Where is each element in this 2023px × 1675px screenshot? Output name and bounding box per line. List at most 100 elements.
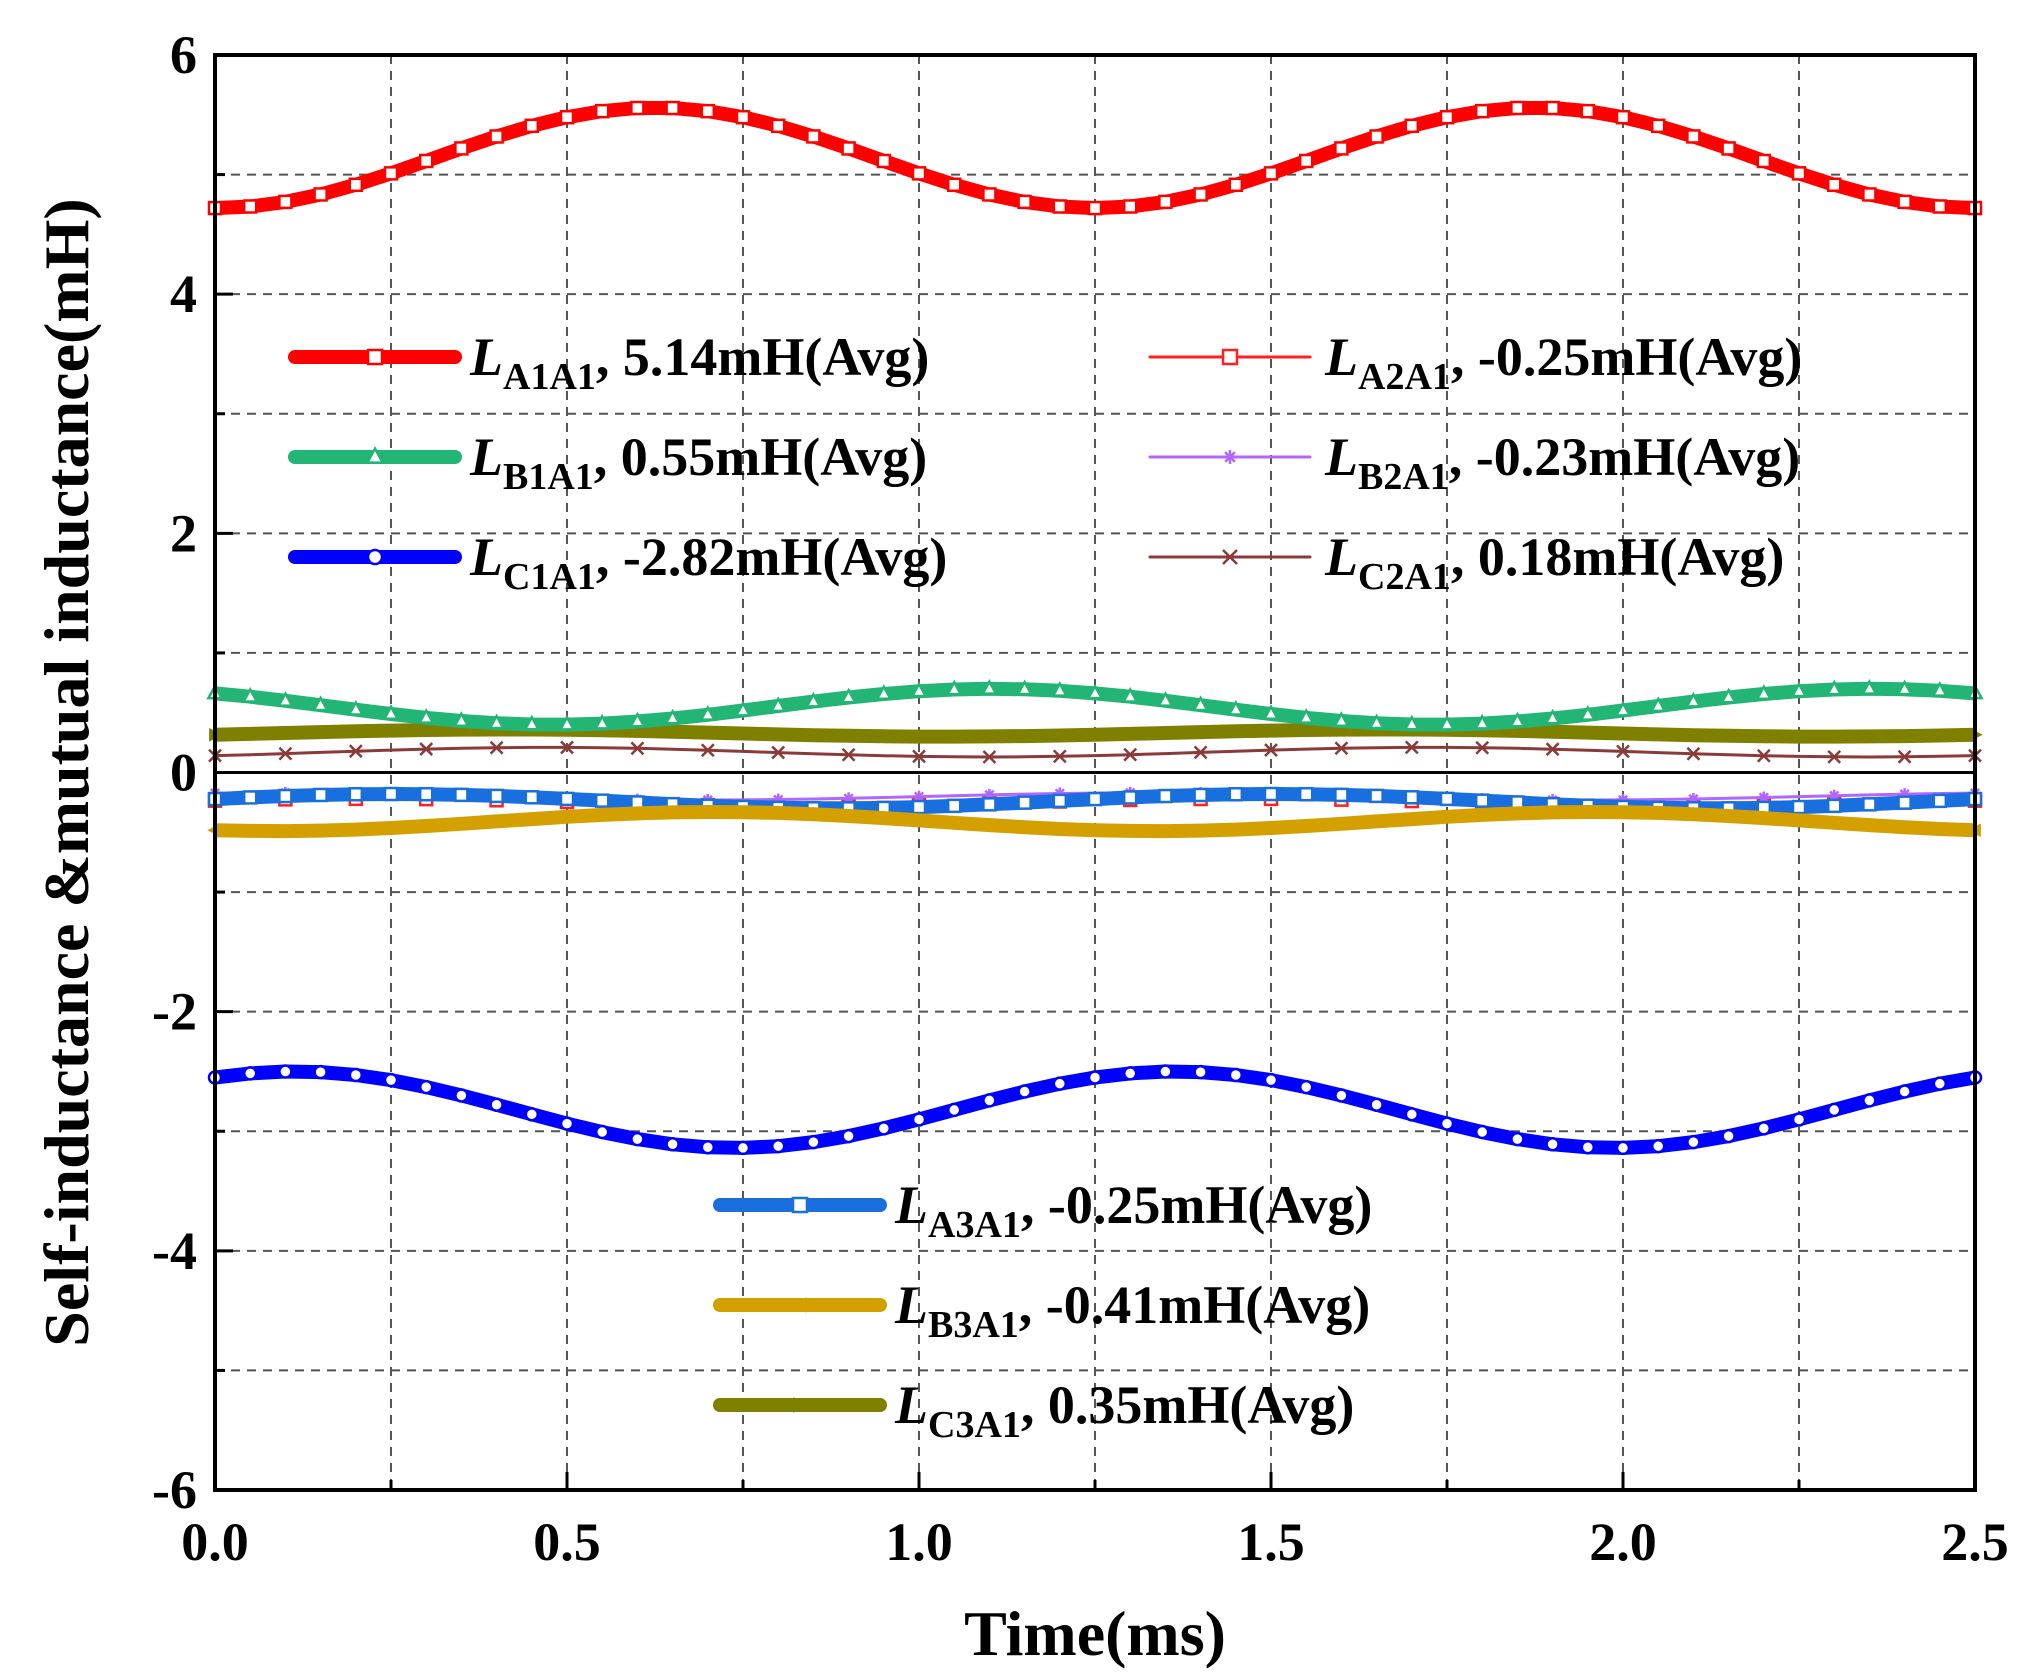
marker-stroke bbox=[1758, 792, 1769, 803]
point-LC3A1 bbox=[772, 727, 786, 742]
point-LC2A1 bbox=[560, 740, 574, 755]
point-LB1A1 bbox=[1473, 713, 1491, 730]
point-LC1A1 bbox=[1756, 1121, 1772, 1136]
point-LB3A1 bbox=[488, 814, 503, 829]
point-LC2A1 bbox=[348, 744, 363, 759]
point-LA1A1 bbox=[700, 103, 716, 119]
point-LB3A1 bbox=[1192, 823, 1207, 838]
point-LC2A1 bbox=[1897, 749, 1912, 764]
point-LC1A1 bbox=[1826, 1102, 1842, 1118]
point-LC2A1 bbox=[1404, 740, 1419, 755]
point-LC1A1 bbox=[383, 1072, 399, 1088]
point-LC1A1 bbox=[1439, 1116, 1455, 1131]
legend-swatch-marker bbox=[791, 1196, 809, 1214]
point-LA1A1 bbox=[1826, 177, 1842, 193]
point-LC3A1 bbox=[1581, 725, 1596, 740]
point-LB3A1 bbox=[876, 811, 890, 825]
point-LB3A1 bbox=[1263, 821, 1277, 835]
point-LC2A1 bbox=[771, 745, 786, 760]
marker-stroke bbox=[1475, 740, 1490, 755]
point-LB3A1 bbox=[1650, 806, 1665, 820]
legend-label-LB2A1: LB2A1, -0.23mH(Avg) bbox=[1324, 427, 1800, 498]
point-LA3A1 bbox=[418, 786, 434, 802]
legend-label-LB1A1: LB1A1, 0.55mH(Avg) bbox=[469, 427, 927, 498]
legend-symbol: L bbox=[894, 1275, 928, 1335]
x-tick-label: 0.0 bbox=[181, 1512, 249, 1572]
point-LA1A1 bbox=[1439, 109, 1455, 125]
marker-stroke bbox=[1897, 749, 1912, 764]
point-LA1A1 bbox=[1545, 100, 1560, 116]
x-tick-label: 2.0 bbox=[1589, 1512, 1657, 1572]
legend-label-LA1A1: LA1A1, 5.14mH(Avg) bbox=[469, 327, 929, 398]
point-LA1A1 bbox=[1932, 199, 1948, 214]
point-LC3A1 bbox=[1089, 727, 1103, 742]
y-tick-labels: -6 -4 -2 0 2 4 6 bbox=[152, 25, 197, 1520]
point-LC3A1 bbox=[1546, 724, 1561, 739]
point-LC3A1 bbox=[913, 729, 927, 744]
point-LA3A1 bbox=[1263, 786, 1279, 802]
y-tick-label: 4 bbox=[170, 264, 197, 324]
point-LC1A1 bbox=[524, 1107, 540, 1122]
point-LB3A1 bbox=[1720, 809, 1735, 823]
marker-stroke bbox=[348, 744, 363, 759]
point-LA1A1 bbox=[1369, 129, 1384, 144]
point-LA3A1 bbox=[348, 787, 364, 802]
point-LB3A1 bbox=[1228, 822, 1242, 837]
point-LB1A1 bbox=[1367, 713, 1386, 730]
point-LB1A1 bbox=[417, 708, 435, 724]
point-LC2A1 bbox=[1475, 740, 1490, 755]
point-LA1A1 bbox=[383, 166, 399, 181]
marker-stroke bbox=[1123, 747, 1138, 762]
point-LC3A1 bbox=[1757, 729, 1772, 744]
point-LC3A1 bbox=[244, 727, 258, 741]
point-LB3A1 bbox=[1404, 812, 1418, 826]
point-LC3A1 bbox=[807, 728, 822, 742]
point-LB1A1 bbox=[1086, 683, 1104, 700]
point-LC1A1 bbox=[806, 1134, 821, 1150]
point-LB1A1 bbox=[734, 700, 752, 717]
y-tick-label: -2 bbox=[152, 982, 197, 1042]
series-LC1A1 bbox=[207, 1064, 1983, 1156]
point-LB3A1 bbox=[1932, 822, 1946, 836]
point-LA1A1 bbox=[806, 129, 821, 144]
marker-stroke bbox=[1224, 451, 1236, 463]
x-tick-label: 1.0 bbox=[885, 1512, 953, 1572]
point-LC2A1 bbox=[278, 746, 293, 761]
point-LB1A1 bbox=[1438, 714, 1456, 731]
point-LA1A1 bbox=[242, 199, 258, 214]
legend-value: , -0.25mH(Avg) bbox=[1021, 1175, 1372, 1235]
y-tick-label: -6 bbox=[152, 1460, 197, 1520]
marker-stroke bbox=[1222, 549, 1238, 565]
marker-stroke bbox=[278, 746, 293, 761]
point-LB1A1 bbox=[628, 711, 647, 728]
point-LC1A1 bbox=[1404, 1107, 1420, 1122]
point-LB1A1 bbox=[241, 686, 259, 703]
point-LB3A1 bbox=[1333, 817, 1348, 831]
point-LC3A1 bbox=[1933, 728, 1948, 743]
marker-stroke bbox=[771, 745, 786, 760]
point-LB3A1 bbox=[348, 822, 362, 837]
x-tick-label: 2.5 bbox=[1941, 1512, 2009, 1572]
point-LB1A1 bbox=[1719, 687, 1738, 704]
marker-stroke bbox=[560, 740, 574, 755]
point-LB3A1 bbox=[1122, 824, 1137, 838]
legend-symbol: L bbox=[1324, 327, 1358, 387]
point-LB3A1 bbox=[594, 808, 609, 822]
point-LC3A1 bbox=[1229, 724, 1244, 739]
point-LC3A1 bbox=[666, 724, 681, 739]
legend-subscript: A3A1 bbox=[928, 1204, 1021, 1246]
legend-label-LC1A1: LC1A1, -2.82mH(Avg) bbox=[469, 527, 947, 598]
point-LB1A1 bbox=[839, 687, 858, 704]
point-LB1A1 bbox=[1614, 700, 1632, 717]
point-LC1A1 bbox=[770, 1138, 786, 1154]
point-LA3A1 bbox=[454, 787, 469, 803]
point-LB3A1 bbox=[1509, 806, 1524, 821]
point-LC2A1 bbox=[1334, 741, 1349, 756]
grid-lines bbox=[215, 55, 1975, 1490]
point-LB1A1 bbox=[804, 691, 823, 708]
legend-value: , 0.18mH(Avg) bbox=[1451, 527, 1784, 587]
point-LC2A1 bbox=[630, 741, 645, 756]
point-LA1A1 bbox=[1122, 199, 1138, 214]
legend-swatch-marker bbox=[1222, 549, 1238, 565]
